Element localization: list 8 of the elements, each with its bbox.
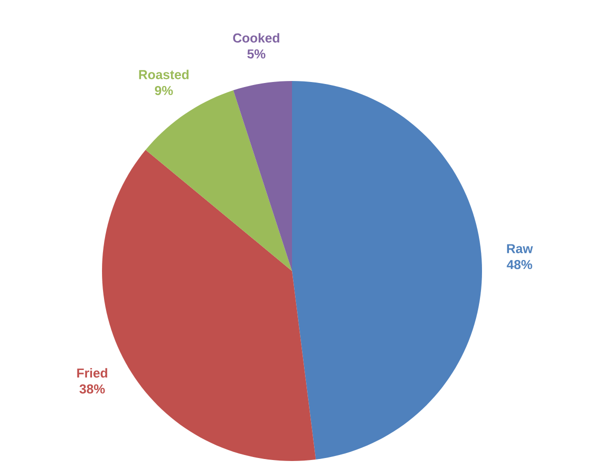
data-label: 38% <box>80 384 105 394</box>
slice-label: Fried <box>77 368 108 378</box>
data-label: 5% <box>247 49 266 59</box>
slice-label: Roasted <box>139 70 189 80</box>
slice-label: Raw <box>507 244 533 254</box>
slice-label: Cooked <box>233 33 280 43</box>
data-label: 48% <box>506 260 532 270</box>
data-label: 9% <box>154 86 173 96</box>
